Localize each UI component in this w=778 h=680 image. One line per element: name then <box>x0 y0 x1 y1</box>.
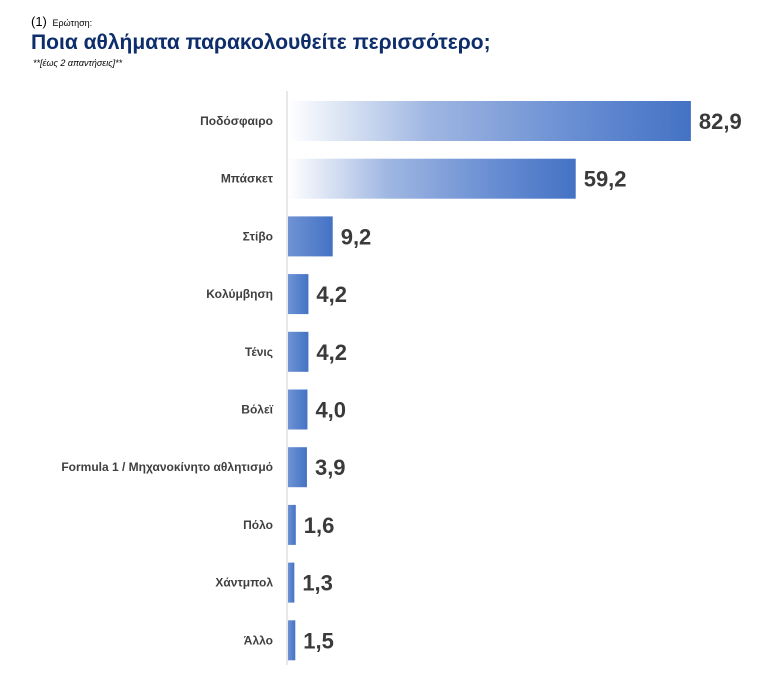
bar <box>288 216 333 257</box>
category-label: Ποδόσφαιρο <box>200 114 273 128</box>
category-label: Στίβο <box>243 229 273 243</box>
chart-subtitle: **[έως 2 απαντήσεις]** <box>33 58 123 68</box>
question-header: (1) Ερώτηση: <box>31 14 92 29</box>
category-label: Χάντμπολ <box>215 576 273 590</box>
bar <box>288 447 307 488</box>
chart-title: Ποια αθλήματα παρακολουθείτε περισσότερο… <box>31 31 491 54</box>
category-label: Τένις <box>245 345 273 359</box>
category-label: Άλλο <box>244 633 273 647</box>
value-label: 4,0 <box>315 398 346 423</box>
bar <box>288 620 296 661</box>
bar <box>288 331 309 372</box>
value-label: 4,2 <box>316 340 347 365</box>
category-label: Βόλεϊ <box>241 403 273 417</box>
category-label: Formula 1 / Μηχανοκίνητο αθλητισμό <box>61 460 273 474</box>
bar <box>288 562 295 603</box>
bar <box>288 158 576 199</box>
category-label: Μπάσκετ <box>221 172 274 186</box>
value-label: 1,6 <box>304 513 335 538</box>
bar <box>288 274 309 315</box>
bar <box>288 389 308 430</box>
value-label: 1,3 <box>302 571 333 596</box>
value-label: 82,9 <box>699 109 742 134</box>
question-label: Ερώτηση: <box>52 18 93 28</box>
question-number: (1) <box>31 14 47 29</box>
value-label: 9,2 <box>341 224 372 249</box>
value-label: 3,9 <box>315 455 346 480</box>
bar <box>288 504 296 545</box>
value-label: 4,2 <box>316 282 347 307</box>
category-label: Κολύμβηση <box>206 287 273 301</box>
bar <box>288 101 691 141</box>
value-label: 59,2 <box>584 167 627 192</box>
value-label: 1,5 <box>303 628 334 653</box>
category-label: Πόλο <box>243 518 273 532</box>
